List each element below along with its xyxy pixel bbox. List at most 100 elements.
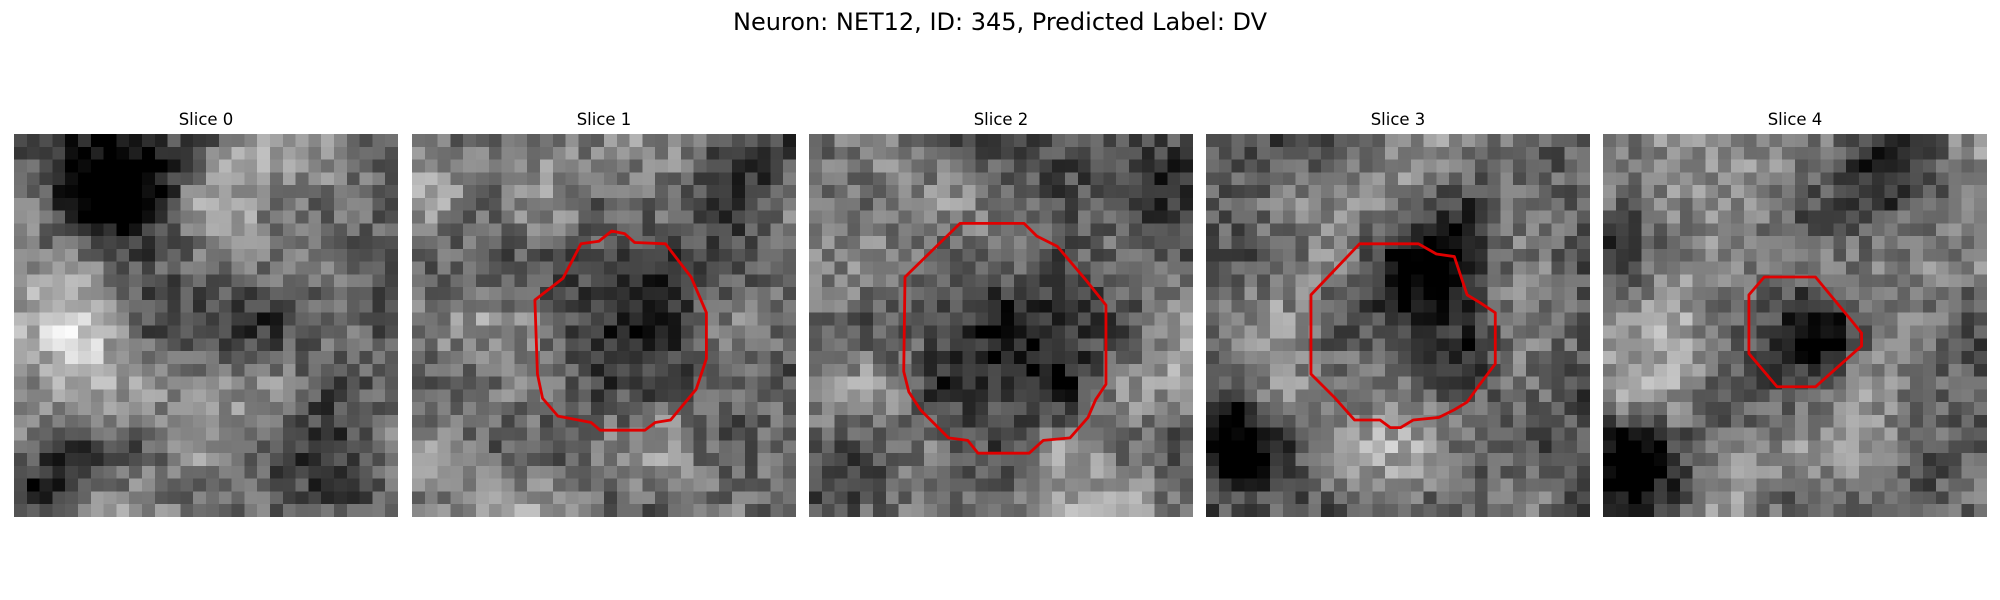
pixel: [1846, 491, 1860, 505]
pixel: [1141, 274, 1155, 288]
pixel: [1538, 453, 1552, 467]
pixel: [668, 299, 682, 313]
pixel: [1474, 261, 1488, 275]
pixel: [1129, 491, 1143, 505]
pixel: [412, 312, 426, 326]
pixel: [693, 465, 707, 479]
pixel: [693, 478, 707, 492]
pixel: [1487, 376, 1501, 390]
pixel: [1603, 351, 1617, 365]
pixel: [1513, 389, 1527, 403]
pixel: [1218, 172, 1232, 186]
pixel: [1295, 351, 1309, 365]
pixel: [527, 210, 541, 224]
pixel: [1603, 325, 1617, 339]
pixel: [257, 427, 271, 441]
pixel: [1500, 478, 1514, 492]
pixel: [1923, 453, 1937, 467]
pixel: [1449, 478, 1463, 492]
pixel: [1206, 414, 1220, 428]
pixel: [1385, 299, 1399, 313]
pixel: [1257, 376, 1271, 390]
pixel: [218, 363, 232, 377]
pixel: [14, 134, 28, 148]
pixel: [604, 134, 618, 148]
pixel: [476, 478, 490, 492]
pixel: [1321, 351, 1335, 365]
pixel: [693, 338, 707, 352]
pixel: [1654, 440, 1668, 454]
pixel: [1935, 478, 1949, 492]
pixel: [1462, 274, 1476, 288]
pixel: [668, 478, 682, 492]
pixel: [501, 440, 515, 454]
pixel: [488, 299, 502, 313]
pixel: [1910, 146, 1924, 160]
pixel: [39, 172, 53, 186]
pixel: [591, 159, 605, 173]
pixel: [1731, 465, 1745, 479]
pixel: [719, 261, 733, 275]
pixel: [129, 223, 143, 237]
pixel: [1756, 210, 1770, 224]
pixel: [1436, 465, 1450, 479]
pixel: [1206, 172, 1220, 186]
pixel: [1859, 504, 1873, 517]
pixel: [1667, 210, 1681, 224]
pixel: [1884, 402, 1898, 416]
pixel: [1154, 414, 1168, 428]
pixel: [1500, 236, 1514, 250]
pixel: [604, 146, 618, 160]
pixel: [1807, 185, 1821, 199]
pixel: [308, 338, 322, 352]
pixel: [975, 389, 989, 403]
pixel: [129, 376, 143, 390]
pixel: [488, 453, 502, 467]
pixel: [873, 325, 887, 339]
pixel: [1974, 185, 1987, 199]
pixel: [1500, 465, 1514, 479]
pixel: [898, 427, 912, 441]
pixel: [167, 325, 181, 339]
pixel: [1641, 223, 1655, 237]
pixel: [988, 261, 1002, 275]
pixel: [1910, 236, 1924, 250]
pixel: [1231, 312, 1245, 326]
pixel: [1103, 223, 1117, 237]
pixel: [629, 402, 643, 416]
pixel: [911, 159, 925, 173]
pixel: [1551, 210, 1565, 224]
pixel: [1462, 478, 1476, 492]
pixel: [642, 274, 656, 288]
pixel: [65, 172, 79, 186]
pixel: [1974, 504, 1987, 517]
pixel: [270, 389, 284, 403]
pixel: [1103, 172, 1117, 186]
pixel: [1398, 210, 1412, 224]
pixel: [1257, 351, 1271, 365]
pixel: [744, 274, 758, 288]
pixel: [911, 236, 925, 250]
pixel: [1065, 440, 1079, 454]
pixel: [1769, 389, 1783, 403]
pixel: [1436, 325, 1450, 339]
pixel: [1321, 402, 1335, 416]
pixel: [270, 491, 284, 505]
pixel: [604, 172, 618, 186]
pixel: [1206, 146, 1220, 160]
pixel: [167, 197, 181, 211]
pixel: [244, 453, 258, 467]
pixel: [1807, 440, 1821, 454]
pixel: [949, 414, 963, 428]
pixel: [1513, 185, 1527, 199]
pixel: [1513, 146, 1527, 160]
pixel: [346, 453, 360, 467]
pixel: [706, 172, 720, 186]
pixel: [565, 236, 579, 250]
pixel: [1795, 248, 1809, 262]
pixel: [103, 274, 117, 288]
pixel: [1077, 338, 1091, 352]
pixel: [1628, 478, 1642, 492]
pixel: [1103, 465, 1117, 479]
pixel: [488, 248, 502, 262]
